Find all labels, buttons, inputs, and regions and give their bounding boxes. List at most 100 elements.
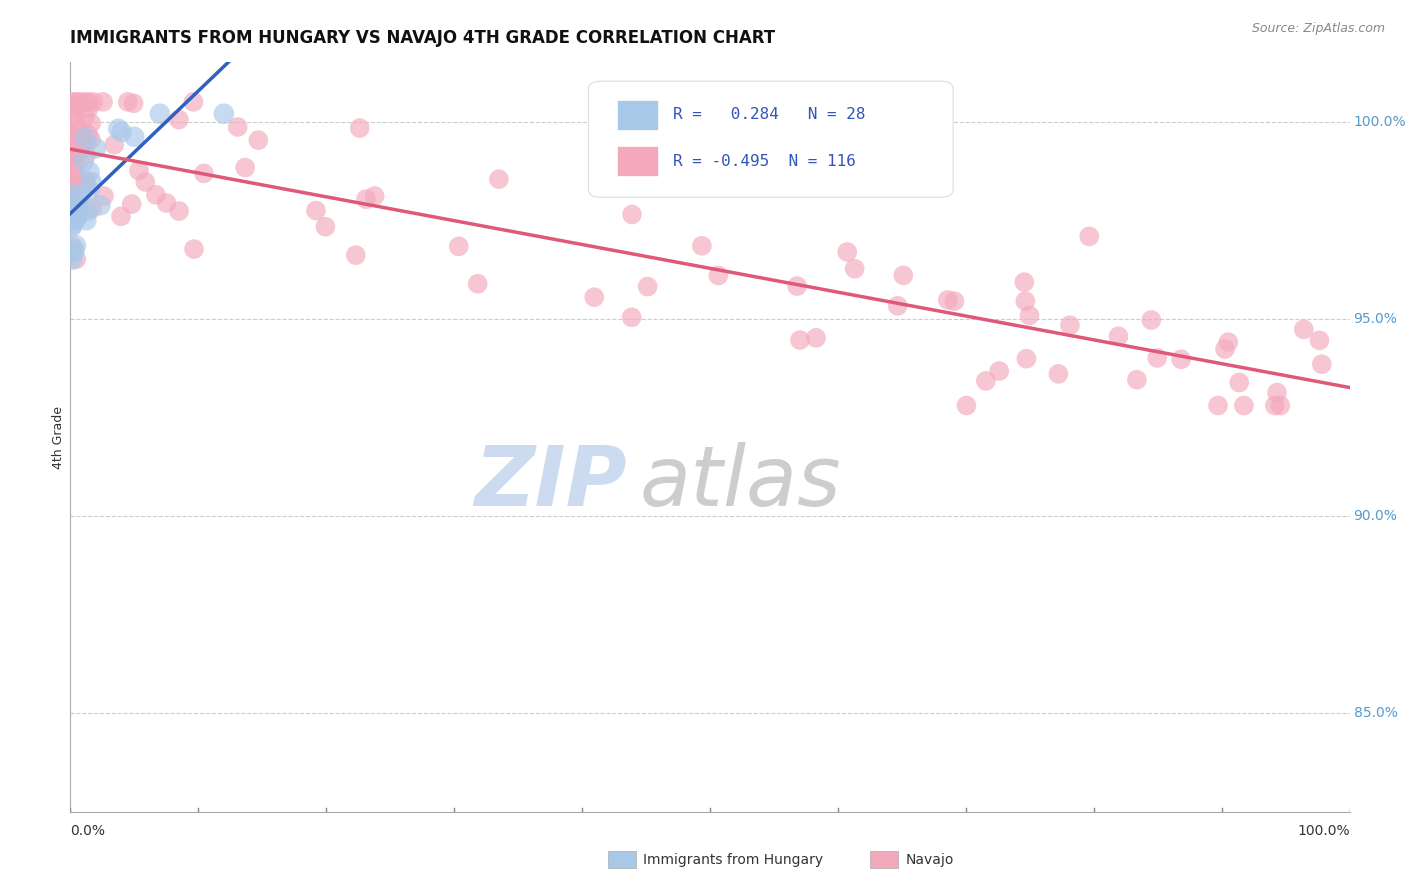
Point [689,152,711,166]
Point [110,125,132,139]
Point [62,218,84,232]
Point [72,135,94,149]
Point [70,186,93,201]
Text: 100.0%: 100.0% [1298,823,1350,838]
Text: atlas: atlas [640,442,841,523]
Point [82,95,104,109]
Point [128,163,150,178]
Point [974,374,997,388]
Point [75,148,97,162]
Point [247,133,270,147]
Point [77,102,100,116]
Point [63,107,86,121]
Point [233,161,256,175]
Point [844,261,866,276]
Point [72,134,94,148]
Point [226,120,249,134]
Point [488,172,510,186]
Point [80,116,103,130]
Point [79,183,101,197]
Point [936,293,959,307]
Point [1213,342,1236,356]
Point [77,128,100,142]
Point [1170,352,1192,367]
Text: Source: ZipAtlas.com: Source: ZipAtlas.com [1251,22,1385,36]
Point [62,175,84,189]
Point [804,331,827,345]
Point [1018,309,1040,323]
Point [167,204,190,219]
Point [155,196,177,211]
Point [193,166,215,180]
Point [76,204,98,219]
Point [84,141,107,155]
Point [103,137,125,152]
Point [60,252,83,267]
Point [60,177,83,191]
Point [60,199,83,213]
Point [690,239,713,253]
Point [955,399,977,413]
Point [1292,322,1315,336]
Point [1308,334,1330,348]
Point [75,130,97,145]
Point [60,147,83,161]
Point [167,112,190,127]
Point [1047,367,1070,381]
Bar [607,852,636,868]
Point [659,179,682,194]
Point [67,196,90,211]
Point [80,175,103,189]
Point [75,178,97,192]
Point [886,299,908,313]
Point [62,101,84,115]
Point [1233,399,1256,413]
Point [349,121,371,136]
Point [124,129,146,144]
Point [1227,376,1250,390]
Point [1146,351,1168,365]
Point [65,238,87,252]
Point [65,211,87,226]
Point [620,310,643,325]
Point [60,220,83,235]
Point [67,145,90,160]
Point [62,95,84,109]
Point [1270,399,1292,413]
Point [60,199,83,213]
Point [60,197,83,211]
Point [66,211,89,226]
Point [62,163,84,178]
Point [63,111,86,125]
Point [66,100,89,114]
Point [75,213,97,227]
Bar [617,100,658,130]
Point [1264,399,1286,413]
Point [70,136,93,150]
Point [63,169,86,184]
Point [305,203,328,218]
Point [122,96,145,111]
Text: Immigrants from Hungary: Immigrants from Hungary [644,853,824,867]
Point [62,178,84,192]
Point [73,154,96,169]
Text: IMMIGRANTS FROM HUNGARY VS NAVAJO 4TH GRADE CORRELATION CHART: IMMIGRANTS FROM HUNGARY VS NAVAJO 4TH GR… [70,29,776,47]
Point [60,145,83,159]
Point [1014,294,1036,309]
Point [447,239,470,253]
Point [91,95,114,109]
Point [786,279,808,293]
Point [1108,329,1130,343]
Point [63,150,86,164]
Text: R =   0.284   N = 28: R = 0.284 N = 28 [673,107,866,122]
Point [62,240,84,254]
Text: 100.0%: 100.0% [1354,114,1406,128]
Point [110,210,132,224]
Point [63,244,86,258]
Point [1014,275,1036,289]
Point [183,95,205,109]
Point [1126,373,1149,387]
Point [62,128,84,143]
Point [73,110,96,124]
Point [65,95,87,109]
